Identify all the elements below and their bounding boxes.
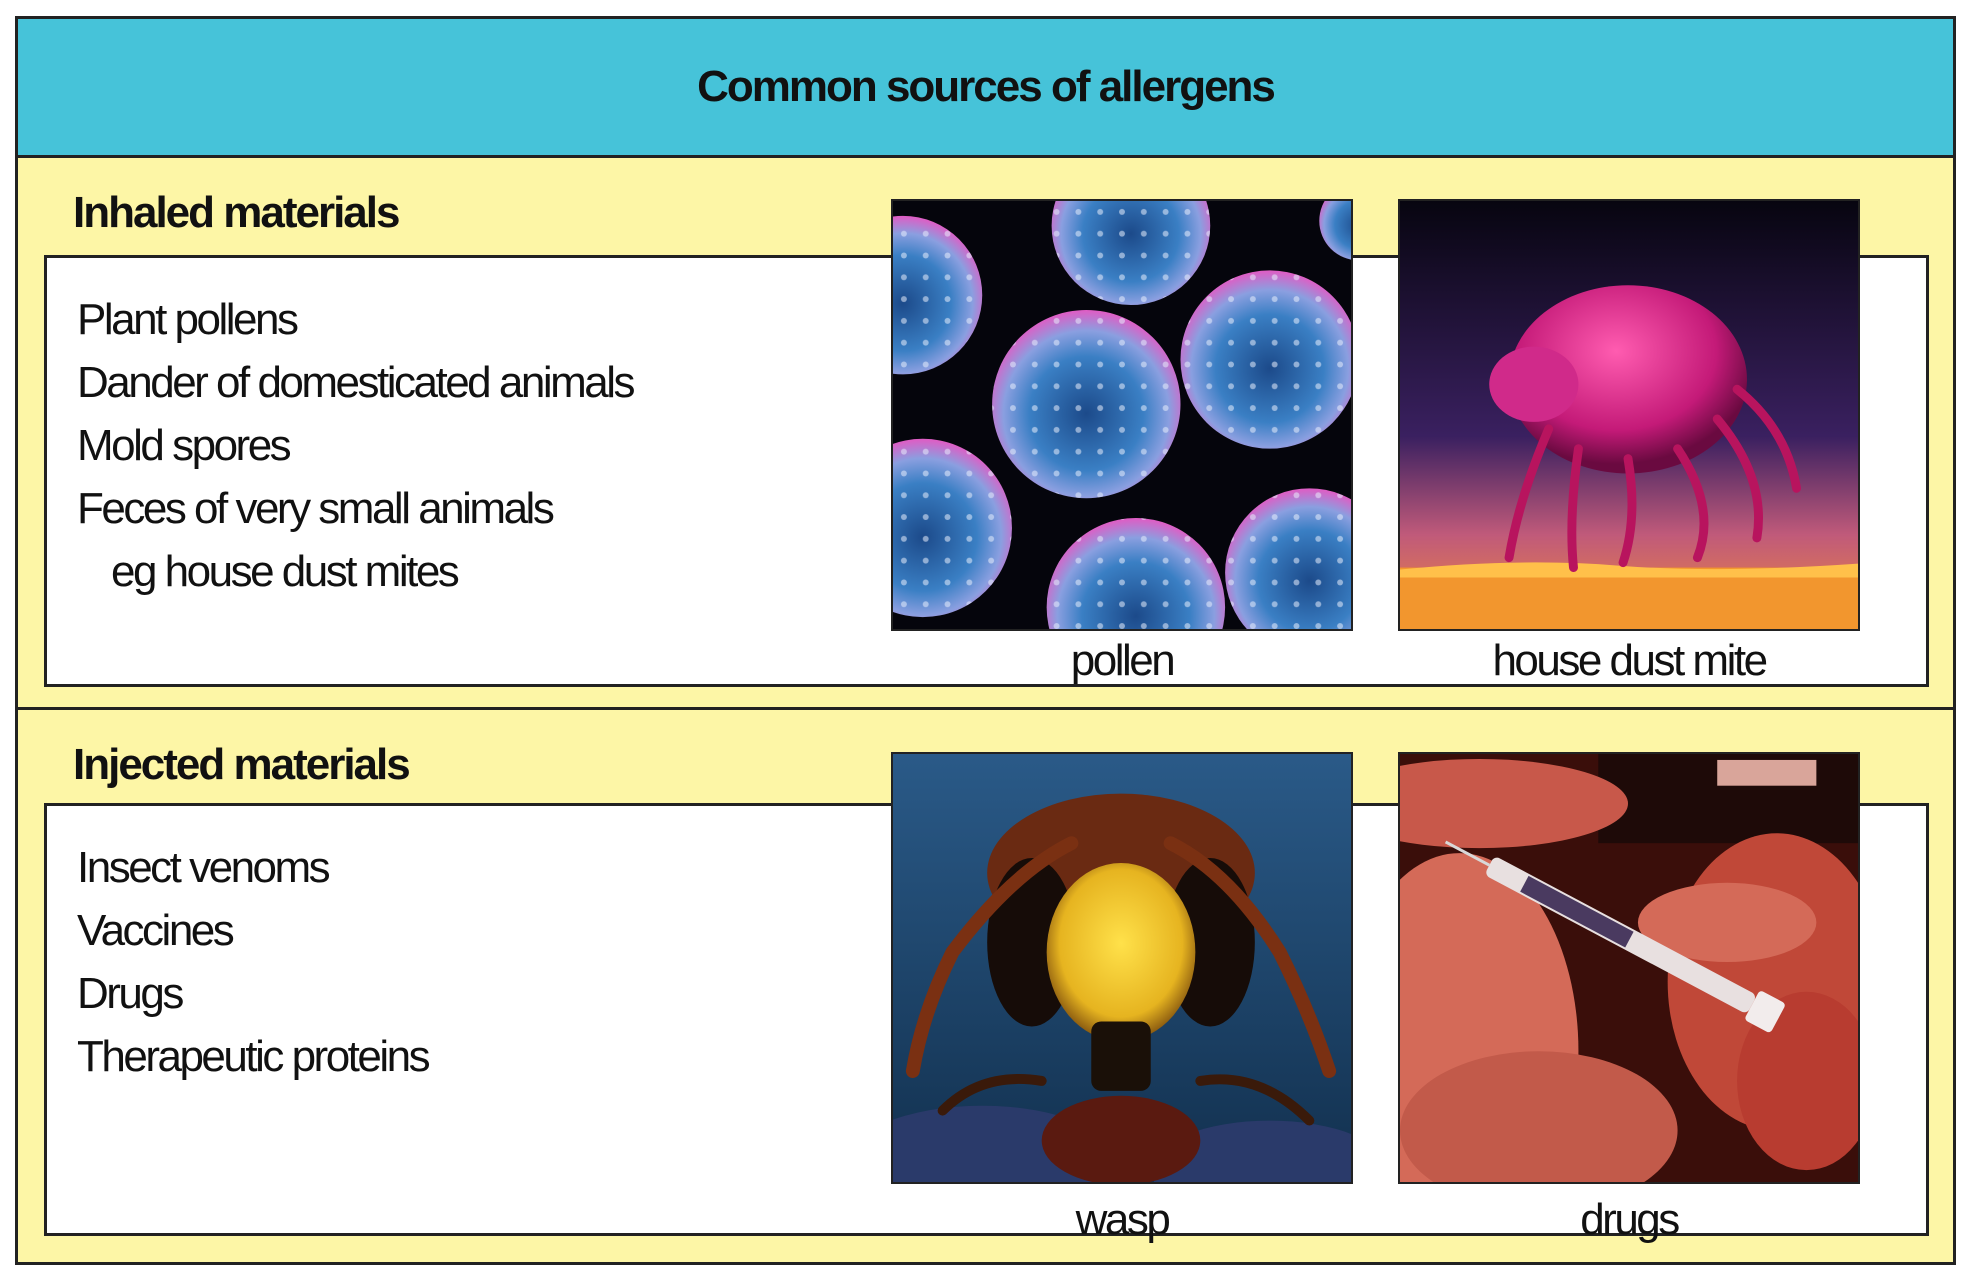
section-title-inhaled: Inhaled materials	[73, 188, 400, 237]
figure-title: Common sources of allergens	[697, 62, 1276, 111]
pollen-caption: pollen	[1070, 636, 1176, 685]
drugs-caption: drugs	[1580, 1195, 1680, 1244]
list-item: Plant pollens	[77, 295, 299, 344]
figure-header: Common sources of allergens	[18, 19, 1953, 158]
list-item: eg house dust mites	[111, 547, 460, 596]
pollen-grains-photo	[891, 199, 1353, 631]
list-item: Mold spores	[77, 421, 292, 470]
injected-materials-section: Injected materials Insect venoms Vaccine…	[18, 707, 1953, 1265]
list-item: Drugs	[77, 969, 184, 1018]
wasp-photo	[891, 752, 1353, 1184]
list-item: Therapeutic proteins	[77, 1032, 431, 1081]
list-item: Insect venoms	[77, 843, 331, 892]
inhaled-items-list: Plant pollens Dander of domesticated ani…	[77, 288, 636, 603]
list-item: Dander of domesticated animals	[77, 358, 636, 407]
house-dust-mite-caption: house dust mite	[1492, 636, 1768, 685]
list-item: Vaccines	[77, 906, 235, 955]
inhaled-materials-section: Inhaled materials Plant pollens Dander o…	[18, 158, 1953, 704]
dust-mite-photo	[1398, 199, 1860, 631]
wasp-caption: wasp	[1075, 1195, 1171, 1244]
section-title-injected: Injected materials	[73, 740, 411, 789]
injected-items-list: Insect venoms Vaccines Drugs Therapeutic…	[77, 836, 431, 1088]
list-item: Feces of very small animals	[77, 484, 555, 533]
allergen-sources-figure: Common sources of allergens Inhaled mate…	[15, 16, 1956, 1265]
syringe-injection-photo	[1398, 752, 1860, 1184]
